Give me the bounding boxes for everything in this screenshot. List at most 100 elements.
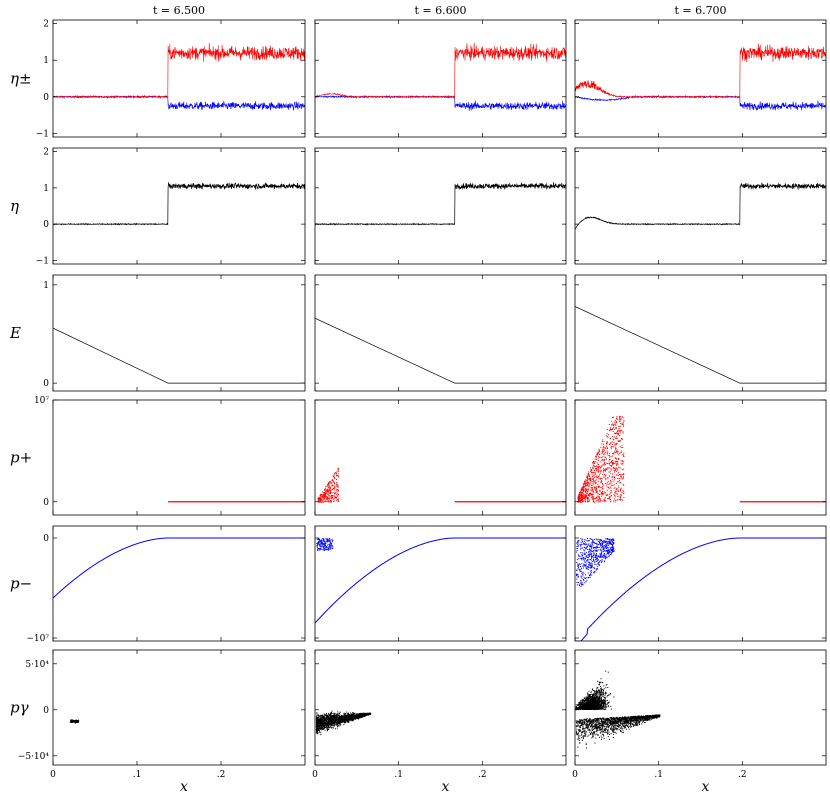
ytick-label: −1 (36, 256, 49, 266)
series-p_minus-2 (575, 537, 826, 641)
xtick-label: .1 (654, 770, 663, 780)
ytick-label: 1 (43, 56, 49, 66)
panel-frame (52, 19, 306, 138)
ytick-label: −5·10⁴ (18, 752, 50, 762)
eta-minus-line (315, 94, 566, 111)
ytick-label: 1 (43, 184, 49, 194)
ytick-label: −10⁷ (26, 634, 49, 644)
panel-p_minus-2 (574, 525, 827, 642)
series-eta_pm-1 (315, 42, 566, 111)
xtick-label: 0 (572, 770, 578, 780)
panel-frame (52, 649, 306, 766)
series-eta-1 (315, 182, 566, 226)
panel-p_gamma-1: 0 .1 .2 x (312, 649, 567, 794)
E-line (575, 306, 826, 384)
panel-eta_pm-0: −1 0 1 2 (36, 19, 306, 139)
column-title-2: t = 6.700 (674, 4, 726, 17)
eta-plus-line (53, 42, 305, 99)
series-p_minus-0 (53, 537, 305, 599)
panel-eta-1 (314, 147, 567, 265)
panel-frame (314, 274, 567, 392)
panel-frame (574, 147, 827, 265)
panel-eta_pm-1 (314, 19, 567, 138)
panel-p_plus-2 (574, 399, 827, 516)
eta-plus-line (575, 43, 826, 99)
panel-p_gamma-2: 0 .1 .2 x (572, 649, 827, 794)
panel-frame (52, 147, 306, 265)
eta-line (575, 182, 826, 230)
panel-frame (52, 399, 306, 516)
ytick-label: 1 (43, 281, 49, 291)
ytick-label: −1 (36, 129, 49, 139)
ytick-label: 2 (43, 148, 49, 158)
panel-eta_pm-2 (574, 19, 827, 138)
panel-eta-2 (574, 147, 827, 265)
panel-frame (314, 649, 567, 766)
x-axis-label: x (180, 779, 188, 794)
row-label-eta_pm: η± (10, 70, 32, 88)
eta-line (315, 182, 566, 226)
panel-p_plus-0: 0 10⁷ (34, 396, 306, 516)
panel-frame (574, 274, 827, 392)
panel-frame (574, 19, 827, 138)
p-minus-line (315, 537, 566, 624)
row-label-p_minus: p− (10, 575, 32, 593)
panel-frame (314, 525, 567, 642)
series-E-1 (315, 317, 566, 384)
series-p_minus-1 (315, 537, 566, 624)
column-title-0: t = 6.500 (153, 4, 205, 17)
panel-frame (574, 649, 827, 766)
series-E-0 (53, 327, 305, 384)
ytick-label: 2 (43, 20, 49, 30)
ytick-label: 5·10⁴ (25, 660, 49, 670)
ytick-label: 10⁷ (34, 396, 49, 406)
panel-frame (52, 274, 306, 392)
row-label-E: E (9, 324, 21, 342)
panel-frame (314, 147, 567, 265)
series-p_plus-1 (317, 467, 566, 503)
panel-frame (314, 399, 567, 516)
ytick-label: 0 (43, 93, 49, 103)
xtick-label: .2 (738, 770, 747, 780)
xtick-label: .1 (394, 770, 403, 780)
p-minus-line (575, 537, 826, 641)
series-eta-2 (575, 182, 826, 230)
series-E-2 (575, 306, 826, 384)
xtick-label: .2 (217, 770, 226, 780)
panel-E-2 (574, 274, 827, 392)
series-p_gamma-2 (575, 670, 661, 749)
ytick-label: 0 (43, 379, 49, 389)
panel-p_minus-1 (314, 525, 567, 642)
series-eta_pm-2 (575, 43, 826, 111)
ytick-label: 0 (43, 498, 49, 508)
panel-frame (574, 525, 827, 642)
panel-frame (52, 525, 306, 642)
panel-eta-0: −1 0 1 2 (36, 147, 306, 266)
x-axis-label: x (442, 779, 450, 794)
panel-E-0: 01 (43, 274, 306, 392)
panel-p_minus-0: 0 −10⁷ (26, 525, 306, 644)
eta-minus-line (53, 94, 305, 111)
row-label-eta: η (10, 197, 19, 215)
panel-frame (574, 399, 827, 516)
column-title-1: t = 6.600 (414, 4, 466, 17)
E-line (315, 317, 566, 384)
ytick-label: 0 (43, 220, 49, 230)
xtick-label: .2 (478, 770, 487, 780)
panel-p_plus-1 (314, 399, 567, 516)
row-label-p_plus: p+ (10, 449, 32, 467)
panel-frame (314, 19, 567, 138)
series-p_gamma-1 (315, 710, 372, 736)
eta-line (53, 182, 305, 226)
series-eta_pm-0 (53, 42, 305, 111)
E-line (53, 327, 305, 384)
p-minus-line (53, 537, 305, 599)
series-p_plus-2 (577, 415, 826, 503)
ytick-label: 0 (43, 706, 49, 716)
row-label-p_gamma: pγ (10, 699, 29, 717)
eta-plus-line (315, 42, 566, 99)
xtick-label: 0 (50, 770, 56, 780)
panel-E-1 (314, 274, 567, 392)
